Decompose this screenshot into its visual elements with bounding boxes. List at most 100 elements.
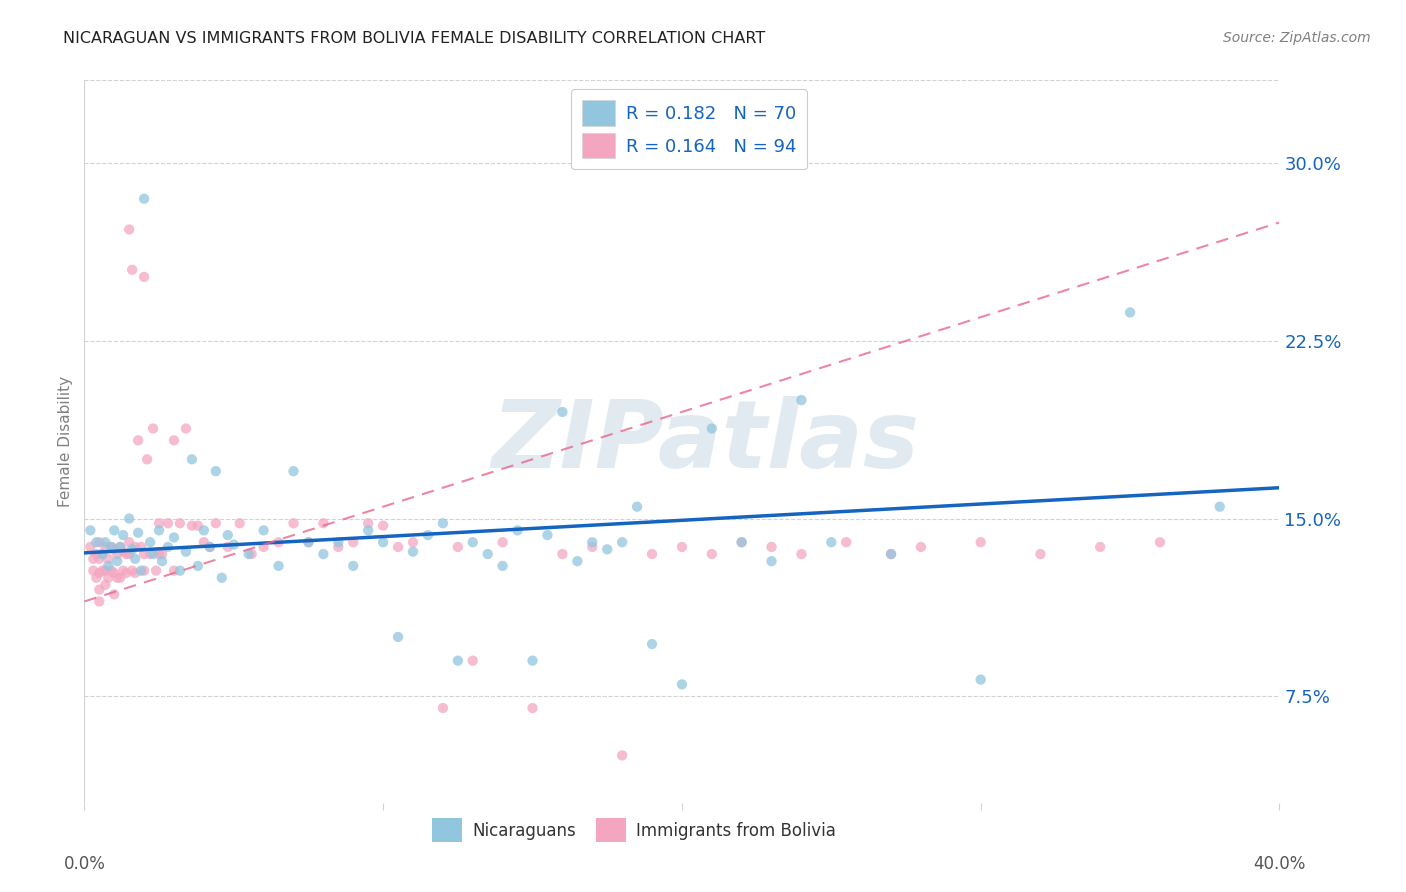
Point	[97, 551, 120, 566]
Point	[100, 540, 122, 554]
Point	[551, 405, 574, 419]
Point	[174, 544, 197, 558]
Point	[700, 547, 723, 561]
Point	[492, 558, 515, 573]
Point	[103, 587, 125, 601]
Point	[267, 535, 290, 549]
Point	[163, 434, 186, 448]
Point	[342, 558, 364, 573]
Point	[124, 540, 146, 554]
Point	[297, 535, 319, 549]
Point	[641, 637, 664, 651]
Y-axis label: Female Disability: Female Disability	[58, 376, 73, 508]
Point	[148, 547, 170, 561]
Point	[103, 524, 125, 538]
Point	[91, 547, 114, 561]
Point	[163, 564, 186, 578]
Point	[217, 540, 239, 554]
Point	[139, 547, 162, 561]
Point	[148, 524, 170, 538]
Point	[238, 547, 260, 561]
Point	[169, 564, 191, 578]
Point	[132, 192, 156, 206]
Point	[522, 654, 544, 668]
Point	[103, 566, 125, 580]
Point	[118, 222, 141, 236]
Point	[312, 547, 335, 561]
Point	[700, 421, 723, 435]
Point	[129, 564, 152, 578]
Point	[731, 535, 754, 549]
Point	[820, 535, 842, 549]
Point	[181, 452, 204, 467]
Point	[761, 540, 783, 554]
Point	[461, 654, 484, 668]
Point	[357, 516, 380, 531]
Point	[112, 564, 135, 578]
Point	[129, 540, 152, 554]
Point	[105, 571, 128, 585]
Point	[79, 524, 101, 538]
Point	[910, 540, 932, 554]
Point	[297, 535, 319, 549]
Point	[373, 535, 395, 549]
Point	[222, 538, 245, 552]
Point	[132, 269, 156, 284]
Point	[217, 528, 239, 542]
Point	[432, 516, 454, 531]
Point	[387, 540, 409, 554]
Point	[626, 500, 648, 514]
Point	[880, 547, 903, 561]
Point	[187, 518, 209, 533]
Point	[118, 511, 141, 525]
Point	[790, 547, 813, 561]
Point	[596, 542, 619, 557]
Point	[267, 558, 290, 573]
Point	[416, 528, 439, 542]
Point	[522, 701, 544, 715]
Point	[97, 571, 120, 585]
Point	[283, 464, 305, 478]
Point	[91, 547, 114, 561]
Point	[205, 516, 228, 531]
Point	[132, 564, 156, 578]
Point	[103, 542, 125, 557]
Point	[671, 540, 693, 554]
Point	[100, 540, 122, 554]
Point	[447, 540, 470, 554]
Point	[970, 535, 993, 549]
Point	[121, 542, 143, 557]
Text: 40.0%: 40.0%	[1253, 855, 1306, 873]
Point	[105, 547, 128, 561]
Point	[91, 564, 114, 578]
Point	[211, 571, 233, 585]
Point	[567, 554, 589, 568]
Point	[492, 535, 515, 549]
Point	[198, 540, 221, 554]
Point	[880, 547, 903, 561]
Point	[477, 547, 499, 561]
Point	[115, 547, 138, 561]
Point	[357, 524, 380, 538]
Point	[157, 540, 180, 554]
Point	[612, 748, 634, 763]
Point	[86, 535, 108, 549]
Point	[387, 630, 409, 644]
Point	[205, 464, 228, 478]
Point	[1090, 540, 1112, 554]
Point	[506, 524, 529, 538]
Point	[432, 701, 454, 715]
Point	[402, 535, 425, 549]
Point	[118, 535, 141, 549]
Point	[283, 516, 305, 531]
Point	[612, 535, 634, 549]
Text: NICARAGUAN VS IMMIGRANTS FROM BOLIVIA FEMALE DISABILITY CORRELATION CHART: NICARAGUAN VS IMMIGRANTS FROM BOLIVIA FE…	[63, 31, 765, 46]
Point	[328, 535, 350, 549]
Point	[228, 516, 252, 531]
Point	[641, 547, 664, 561]
Point	[551, 547, 574, 561]
Point	[373, 518, 395, 533]
Point	[110, 540, 132, 554]
Point	[82, 551, 104, 566]
Text: 0.0%: 0.0%	[63, 855, 105, 873]
